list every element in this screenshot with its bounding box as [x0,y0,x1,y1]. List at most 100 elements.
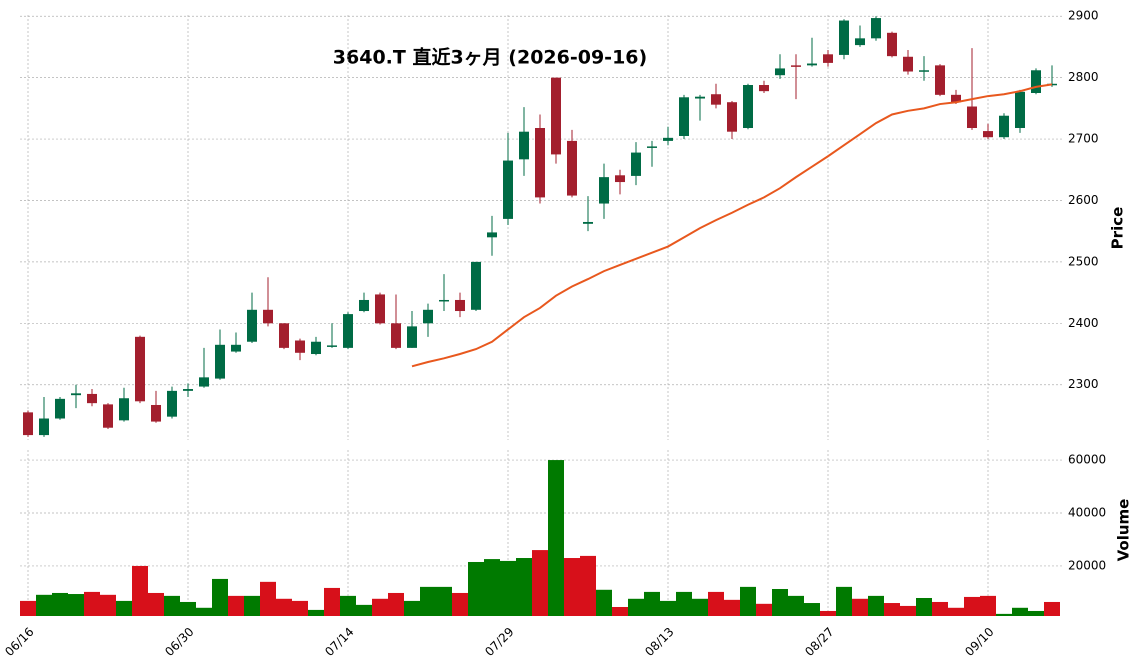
candle-body [183,389,193,391]
volume-bar [1028,610,1044,616]
y-tick-label: 2900 [1068,9,1099,23]
y-axis-label: Price [1109,207,1127,250]
volume-bar [84,591,100,616]
volume-tick-label: 20000 [1068,558,1106,572]
y-tick-label: 2500 [1068,254,1099,268]
candle-body [87,393,97,404]
volume-bar [340,595,356,616]
candle-body [871,18,881,39]
candle-body [615,175,625,183]
candle-body [487,232,497,238]
candle-body [407,326,417,348]
volume-axis-label: Volume [1115,499,1133,562]
volume-bar [68,594,84,616]
candle-body [759,85,769,92]
y-tick-label: 2400 [1068,316,1099,330]
candle-body [327,345,337,347]
candle-body [807,63,817,66]
candle-body [39,418,49,436]
candle-body [711,94,721,105]
candle-body [535,128,545,198]
candle-body [983,131,993,138]
volume-bar [836,586,852,616]
x-tick-label: 06/16 [2,625,36,659]
y-tick-label: 2700 [1068,132,1099,146]
candle-body [599,177,609,204]
volume-bar [116,600,132,616]
volume-bar [692,598,708,616]
volume-bar [420,586,436,616]
candle-body [279,323,289,348]
volume-bar [36,594,52,616]
volume-bar [372,598,388,616]
volume-bar [852,598,868,616]
candle-body [631,152,641,176]
candle-body [471,261,481,310]
candle-body [135,336,145,402]
candle-body [775,68,785,76]
candle-body [839,20,849,55]
volume-tick-label: 40000 [1068,506,1106,520]
candle-body [391,323,401,348]
candle-body [167,390,177,417]
x-tick-label: 06/30 [162,625,196,659]
candle-body [887,32,897,57]
volume-bar [564,558,580,616]
candle-body [1031,70,1041,93]
candle-body [375,294,385,324]
volume-bar [484,559,500,616]
volume-bar [932,601,948,616]
volume-bar [788,595,804,616]
x-tick-label: 08/27 [802,625,836,659]
volume-bar [500,560,516,616]
volume-bar [212,578,228,616]
candle-body [967,106,977,129]
candle-body [103,404,113,428]
x-tick-label: 07/29 [482,625,516,659]
candle-body [455,299,465,312]
candle-body [855,38,865,46]
candle-body [423,309,433,324]
volume-bar [676,591,692,616]
volume-bar [772,588,788,616]
candle-body [71,393,81,396]
chart-title: 3640.T 直近3ヶ月 (2026-09-16) [333,46,647,69]
candle-body [231,344,241,352]
volume-bar [276,598,292,616]
volume-bar [804,603,820,616]
candle-body [23,412,33,436]
candle-body [743,85,753,129]
volume-bar [132,565,148,616]
candle-body [359,299,369,312]
y-tick-label: 2600 [1068,193,1099,207]
volume-bar [292,600,308,616]
volume-bar [628,598,644,616]
volume-bar [164,595,180,616]
candle-body [903,56,913,72]
candle-body [295,340,305,353]
candle-body [519,131,529,160]
volume-bar [244,595,260,616]
candle-body [679,97,689,136]
volume-tick-label: 60000 [1068,453,1106,467]
volume-bar [996,613,1012,616]
volume-bar [148,592,164,616]
volume-bar [1012,607,1028,616]
volume-bar [756,603,772,616]
candle-body [503,160,513,219]
volume-bar [708,591,724,616]
volume-bar [100,594,116,616]
volume-bar [388,592,404,616]
volume-bar [868,595,884,616]
candle-body [343,314,353,348]
volume-bar [228,595,244,616]
volume-bar [548,460,564,616]
candle-body [791,65,801,67]
volume-bar [724,599,740,616]
candle-body [951,94,961,103]
volume-bar [532,550,548,616]
volume-bar [916,597,932,616]
candle-body [263,309,273,324]
volume-bar [356,604,372,616]
